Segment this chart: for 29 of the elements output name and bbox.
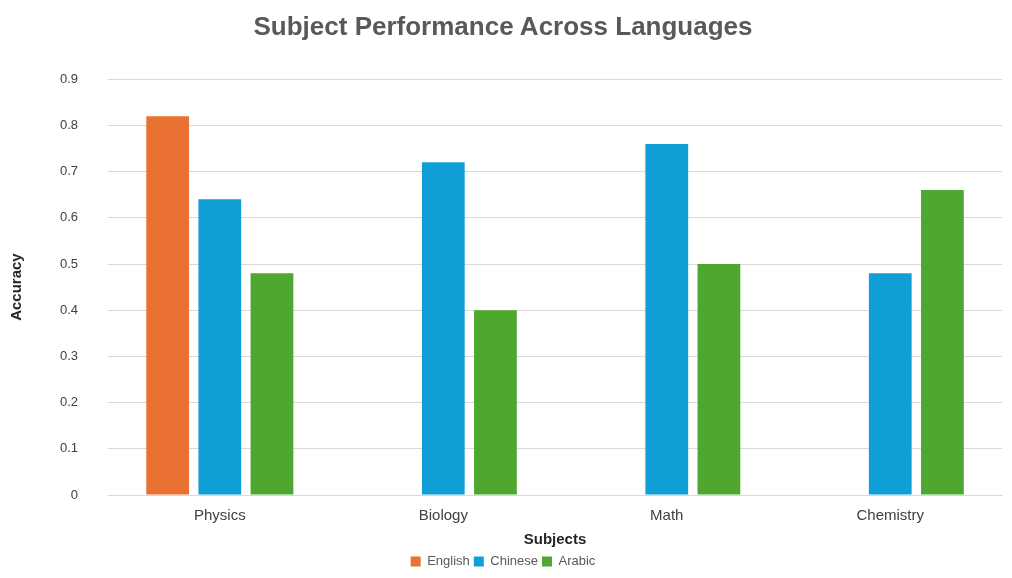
x-tick-label: Math bbox=[650, 506, 684, 524]
bar bbox=[921, 190, 964, 495]
y-tick-label: 0.5 bbox=[59, 255, 79, 271]
y-tick-label: 0 bbox=[70, 486, 79, 502]
y-tick-label: 0.4 bbox=[59, 301, 79, 317]
bar bbox=[474, 310, 517, 495]
bar bbox=[868, 273, 912, 495]
y-tick-label: 0.8 bbox=[59, 116, 79, 132]
y-axis-title: Accuracy bbox=[7, 252, 25, 321]
x-tick-label: Biology bbox=[418, 506, 469, 524]
y-tick-label: 0.1 bbox=[59, 440, 79, 456]
bar bbox=[697, 264, 741, 495]
bar bbox=[250, 273, 294, 495]
x-tick-label: Chemistry bbox=[856, 506, 925, 524]
bar bbox=[645, 143, 689, 495]
bar bbox=[146, 116, 190, 495]
x-axis-title: Subjects bbox=[523, 530, 587, 548]
x-tick-label: Physics bbox=[193, 506, 246, 524]
y-tick-label: 0.9 bbox=[59, 70, 79, 86]
y-tick-label: 0.7 bbox=[59, 163, 79, 179]
y-tick-label: 0.6 bbox=[59, 209, 79, 225]
legend-label: Arabic bbox=[558, 553, 596, 569]
y-tick-label: 0.2 bbox=[59, 394, 79, 410]
bar bbox=[198, 199, 242, 495]
legend-label: English bbox=[427, 553, 470, 569]
legend-label: Chinese bbox=[490, 553, 538, 569]
y-tick-label: 0.3 bbox=[59, 347, 79, 363]
bar bbox=[421, 162, 465, 495]
chart-title: Subject Performance Across Languages bbox=[253, 10, 753, 41]
